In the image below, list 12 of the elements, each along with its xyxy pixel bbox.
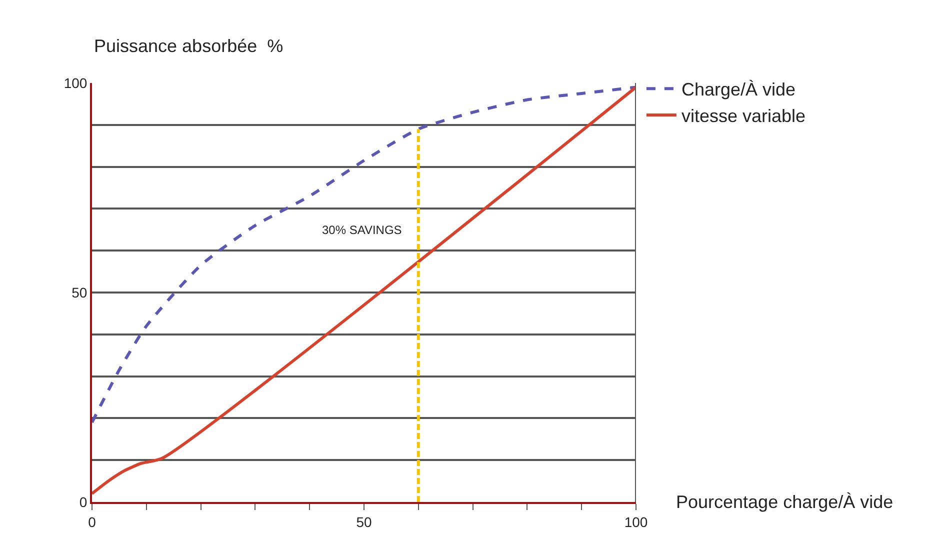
annotation: 30% SAVINGS [322,223,402,237]
y-tick-label: 50 [72,284,88,300]
y-tick-label: 0 [79,494,88,510]
y-axis-title: Puissance absorbée % [94,36,284,56]
legend-label: Charge/À vide [681,80,796,100]
x-tick-label: 50 [356,514,372,530]
y-tick-label: 100 [64,74,88,91]
legend-label: vitesse variable [681,106,806,126]
x-tick-label: 100 [624,514,648,530]
line-series [92,86,636,496]
line-series [92,86,636,424]
x-axis-title: Pourcentage charge/À vide [676,492,894,512]
